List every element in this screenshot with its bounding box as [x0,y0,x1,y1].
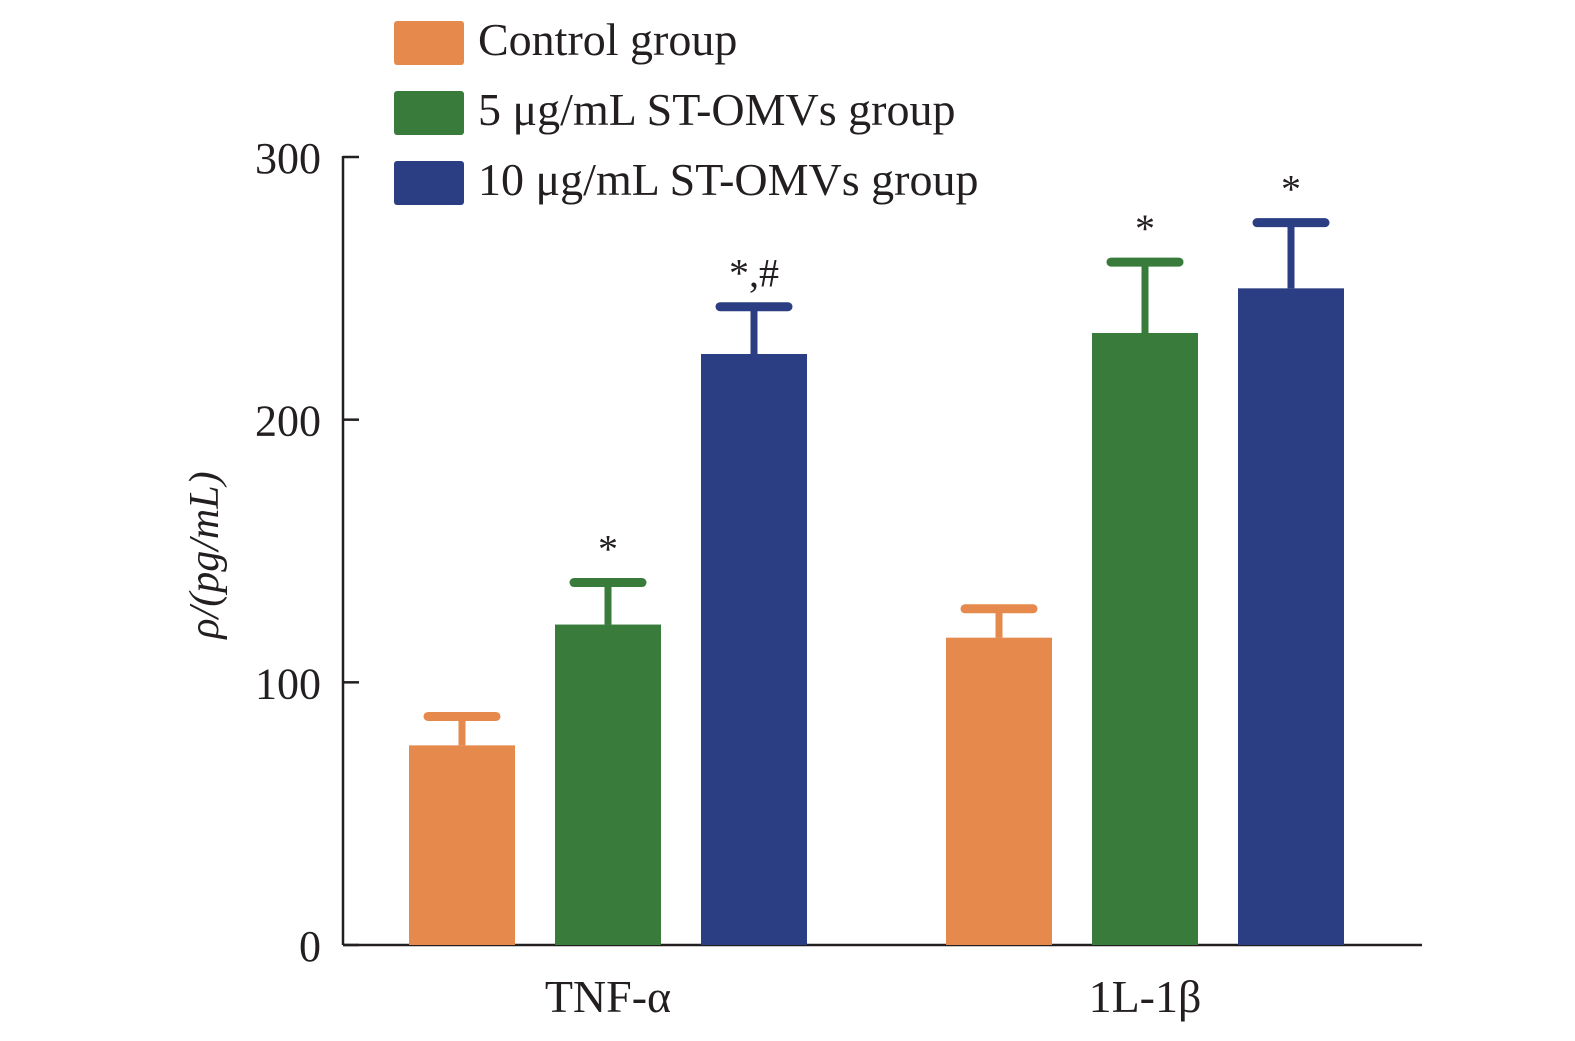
bar [701,354,807,945]
y-tick-label: 100 [255,659,321,708]
bar [1238,288,1344,945]
bar [555,624,661,945]
bar [946,637,1052,945]
legend: Control group 5 μg/mL ST-OMVs group 10 μg/… [394,14,978,205]
legend-label: 10 μg/mL ST-OMVs group [478,154,978,205]
y-tick-label: 0 [299,922,321,971]
bars: * *,# * * [409,167,1344,945]
significance-label: * [598,527,618,572]
significance-label: *,# [729,251,779,296]
y-axis: 0 100 200 300 [255,134,359,971]
significance-label: * [1135,206,1155,251]
legend-swatch [394,21,464,65]
legend-swatch [394,161,464,205]
legend-swatch [394,91,464,135]
y-axis-label: ρ/(pg/mL) [182,471,228,640]
y-tick-label: 300 [255,134,321,183]
bar [1092,332,1198,945]
significance-label: * [1281,167,1301,212]
legend-label: Control group [478,14,737,65]
y-tick-label: 200 [255,397,321,446]
legend-label: 5 μg/mL ST-OMVs group [478,84,955,135]
x-tick-label: TNF-α [545,971,671,1022]
bar [409,745,515,945]
x-axis: TNF-α 1L-1β [343,943,1422,1022]
x-tick-label: 1L-1β [1089,971,1202,1022]
